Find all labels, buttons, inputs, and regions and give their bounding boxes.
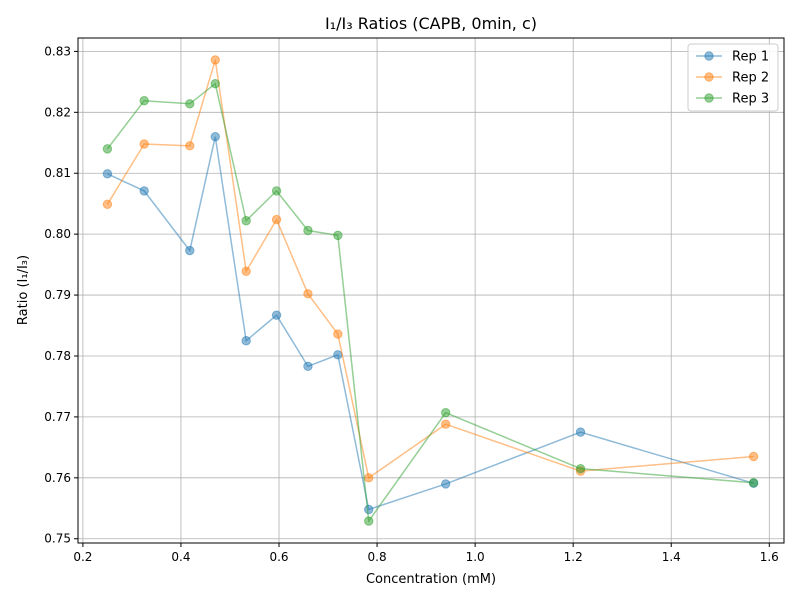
data-point xyxy=(102,199,113,210)
x-tick-label: 1.0 xyxy=(466,550,485,564)
series-2 xyxy=(102,55,759,483)
data-point xyxy=(271,186,282,196)
data-point xyxy=(185,245,195,256)
x-tick-label: 0.8 xyxy=(368,550,387,564)
y-tick-label: 0.82 xyxy=(44,105,71,119)
data-point xyxy=(241,266,251,277)
data-point xyxy=(210,78,220,89)
data-point xyxy=(139,186,149,196)
data-point xyxy=(364,473,374,483)
y-tick-label: 0.83 xyxy=(44,44,71,58)
y-tick-label: 0.78 xyxy=(44,349,71,363)
legend-marker xyxy=(704,51,714,61)
data-point xyxy=(333,329,343,339)
legend-item-3: Rep 3 xyxy=(696,92,769,107)
data-point xyxy=(185,141,195,151)
y-axis-label: Ratio (I₁/I₃) xyxy=(16,255,31,325)
data-point xyxy=(102,169,113,179)
grid xyxy=(78,38,784,543)
data-point xyxy=(139,139,149,149)
data-point xyxy=(333,350,343,360)
y-tick-label: 0.75 xyxy=(44,532,71,546)
data-point xyxy=(271,310,282,320)
data-point xyxy=(139,96,149,106)
legend-marker xyxy=(704,72,714,82)
data-point xyxy=(748,477,759,488)
x-axis-label: Concentration (mM) xyxy=(366,572,496,587)
data-point xyxy=(575,463,586,474)
x-tick-label: 0.2 xyxy=(73,550,92,564)
data-point xyxy=(364,516,374,526)
data-point xyxy=(575,427,586,437)
y-tick-label: 0.77 xyxy=(44,410,71,424)
x-tick-label: 0.4 xyxy=(171,550,190,564)
x-tick-label: 0.6 xyxy=(269,550,288,564)
data-point xyxy=(303,289,313,299)
data-point xyxy=(210,55,220,65)
data-point xyxy=(364,504,374,515)
x-tick-label: 1.6 xyxy=(760,550,779,564)
y-tick-label: 0.80 xyxy=(44,227,71,241)
series-line xyxy=(106,59,754,480)
data-point xyxy=(441,479,451,489)
series-line xyxy=(107,136,754,511)
data-point xyxy=(748,451,759,462)
series-3 xyxy=(102,78,759,526)
legend-label: Rep 1 xyxy=(732,50,769,65)
legend: Rep 1 Rep 2 Rep 3 xyxy=(687,43,779,112)
plot-frame xyxy=(77,37,785,544)
series-layer xyxy=(102,55,759,526)
y-tick-label: 0.79 xyxy=(44,288,71,302)
data-point xyxy=(441,419,451,429)
data-point xyxy=(441,407,451,418)
y-tick-label: 0.76 xyxy=(44,471,71,485)
legend-item-1: Rep 1 xyxy=(696,50,769,65)
series-1 xyxy=(102,131,759,515)
data-point xyxy=(303,361,313,372)
data-point xyxy=(333,230,343,241)
axes: 0.2 0.4 0.6 0.8 1.0 1.2 1.4 1.6 0.75 0.76 0.77 0.78… xyxy=(44,44,779,564)
legend-label: Rep 3 xyxy=(732,92,769,107)
series-line xyxy=(106,82,754,524)
legend-label: Rep 2 xyxy=(732,71,769,86)
x-tick-label: 1.4 xyxy=(662,550,681,564)
legend-marker xyxy=(704,93,714,103)
data-point xyxy=(241,216,251,226)
data-point xyxy=(185,99,195,109)
chart-title: I₁/I₃ Ratios (CAPB, 0min, c) xyxy=(325,14,537,33)
data-point xyxy=(303,225,313,236)
data-point xyxy=(271,214,282,225)
y-tick-label: 0.81 xyxy=(44,166,71,180)
x-tick-label: 1.2 xyxy=(564,550,583,564)
data-point xyxy=(241,336,251,346)
legend-item-2: Rep 2 xyxy=(696,71,769,86)
data-point xyxy=(102,144,113,154)
data-point xyxy=(210,131,220,142)
